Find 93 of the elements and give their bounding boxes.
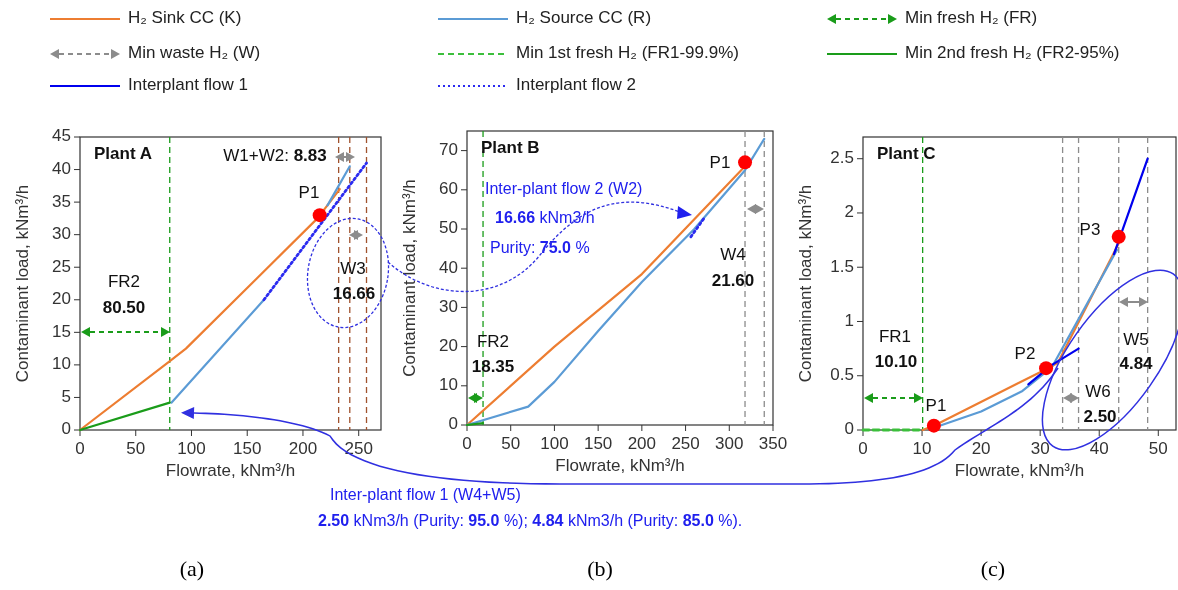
text: Min fresh H₂ (FR) — [905, 8, 1038, 28]
point — [1039, 361, 1054, 376]
legend-label: H₂ Source CC (R) — [516, 8, 652, 28]
x-tick-label: 0 — [75, 439, 85, 458]
x-tick-label: 200 — [627, 434, 657, 453]
x-tick-label: 10 — [912, 439, 932, 458]
y-tick-label: 35 — [52, 191, 71, 211]
x-tick-label: 150 — [233, 439, 262, 458]
y-tick-label: 70 — [439, 140, 458, 160]
annotation: W6 — [1085, 382, 1111, 402]
annotation: Inter-plant flow 2 (W2) — [485, 180, 643, 198]
annotation: W3 — [340, 259, 366, 279]
y-tick-label: 30 — [52, 224, 71, 244]
x-tick-label: 50 — [1148, 439, 1168, 458]
y-tick-label: 1 — [844, 310, 854, 330]
y-tick-label: 30 — [439, 296, 458, 316]
annotation: P1 — [298, 183, 320, 203]
annotation: 10.10 — [874, 352, 918, 372]
y-tick-label: 25 — [52, 256, 71, 276]
x-axis-title: Flowrate, kNm³/h — [555, 456, 685, 475]
text: 2.50 kNm3/h (Purity: 95.0 %); 4.84 kNm3/h (Purity: 85.0 %). — [318, 512, 743, 530]
chart-title: Plant A — [94, 144, 152, 163]
annotation: P1 — [709, 153, 731, 173]
annotation: P1 — [925, 396, 947, 416]
y-axis-title: Contaminant load, kNm³/h — [13, 184, 32, 383]
legend-label: Min 2nd fresh H₂ (FR2-95%) — [905, 43, 1120, 63]
annotation: FR2 — [107, 272, 141, 292]
annotation: 16.66 — [332, 284, 376, 304]
x-axis-title: Flowrate, kNm³/h — [165, 461, 296, 480]
y-tick-label: 45 — [52, 126, 71, 146]
x-tick-label: 0 — [858, 439, 868, 458]
y-tick-label: 40 — [52, 159, 71, 179]
annotation: 80.50 — [102, 298, 146, 318]
x-axis-title: Flowrate, kNm³/h — [954, 461, 1085, 480]
chart-title: Plant C — [877, 144, 936, 163]
text: Inter-plant flow 1 (W4+W5) — [330, 486, 521, 504]
x-tick-label: 300 — [715, 434, 744, 453]
annotation: 4.84 — [1119, 354, 1154, 374]
y-tick-label: 2 — [844, 202, 854, 222]
x-tick-label: 50 — [126, 439, 146, 458]
annotation: FR1 — [878, 327, 912, 347]
legend-label: H₂ Sink CC (K) — [128, 8, 242, 28]
annotation: W4 — [720, 245, 746, 265]
annotation: 16.66 kNm3/h — [495, 209, 595, 227]
y-tick-label: 0 — [61, 419, 71, 439]
annotation: W1+W2: 8.83 — [223, 146, 327, 166]
annotation: FR2 — [476, 332, 510, 352]
annotation: 18.35 — [471, 357, 515, 377]
x-tick-label: 150 — [583, 434, 613, 453]
x-tick-label: 350 — [758, 434, 788, 453]
x-tick-label: 20 — [971, 439, 991, 458]
y-tick-label: 0 — [844, 419, 854, 439]
y-tick-label: 10 — [52, 354, 71, 374]
x-tick-label: 0 — [462, 434, 472, 453]
point — [926, 418, 941, 433]
legend-label: Interplant flow 1 — [128, 75, 249, 95]
y-axis-title: Contaminant load, kNm³/h — [400, 179, 419, 377]
y-tick-label: 2.5 — [830, 148, 854, 168]
text: (c) — [980, 556, 1006, 581]
y-tick-label: 20 — [439, 336, 458, 356]
y-tick-label: 0 — [448, 414, 458, 434]
y-tick-label: 1.5 — [830, 256, 854, 276]
text: Min waste H₂ (W) — [128, 43, 261, 63]
y-tick-label: 50 — [439, 218, 458, 238]
legend-label: Min 1st fresh H₂ (FR1-99.9%) — [516, 43, 739, 63]
annotation: Purity: 75.0 % — [490, 239, 590, 257]
y-tick-label: 60 — [439, 179, 458, 199]
annotation: P2 — [1014, 344, 1036, 364]
x-tick-label: 50 — [501, 434, 521, 453]
line-series — [465, 137, 766, 427]
x-tick-label: 30 — [1030, 439, 1050, 458]
y-tick-label: 5 — [61, 386, 71, 406]
legend-label: Interplant flow 2 — [516, 75, 637, 95]
x-tick-label: 250 — [671, 434, 700, 453]
annotation: 2.50 — [1083, 407, 1117, 427]
x-tick-label: 40 — [1089, 439, 1109, 458]
point — [1111, 229, 1126, 244]
x-tick-label: 250 — [344, 439, 373, 458]
annotation: P3 — [1079, 220, 1101, 240]
text: (a) — [179, 556, 205, 581]
annotation: 21.60 — [711, 271, 755, 291]
annotation: W5 — [1123, 330, 1149, 350]
x-tick-label: 100 — [540, 434, 569, 453]
x-tick-label: 100 — [177, 439, 206, 458]
y-axis-title: Contaminant load, kNm³/h — [796, 184, 815, 383]
y-tick-label: 40 — [439, 257, 458, 277]
y-tick-label: 20 — [52, 289, 71, 309]
y-tick-label: 0.5 — [830, 365, 854, 385]
y-tick-label: 15 — [52, 321, 71, 341]
y-tick-label: 10 — [439, 375, 458, 395]
x-tick-label: 200 — [288, 439, 318, 458]
chart-title: Plant B — [481, 138, 540, 157]
text: (b) — [587, 556, 613, 581]
